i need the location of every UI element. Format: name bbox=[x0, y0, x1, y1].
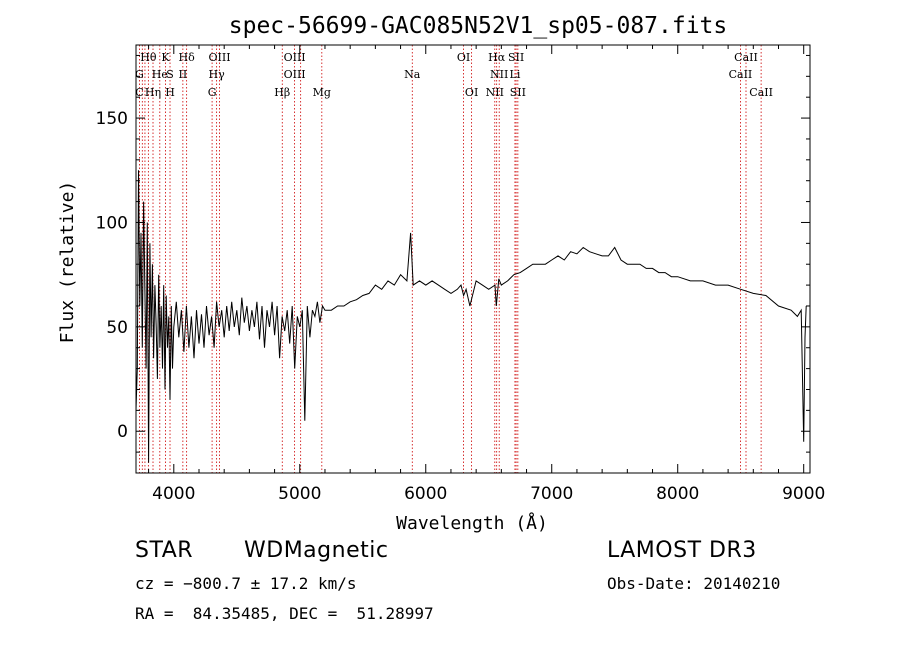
line-label: OI bbox=[457, 51, 470, 64]
object-class: STAR bbox=[135, 538, 194, 563]
line-label: Hα bbox=[488, 51, 506, 64]
line-label: S bbox=[166, 68, 174, 81]
line-label: OIII bbox=[208, 51, 230, 64]
line-label: Hθ bbox=[140, 51, 157, 64]
line-label: NII bbox=[490, 68, 508, 81]
y-tick-label: 150 bbox=[96, 109, 128, 129]
x-axis-ticks: 4000 5000 6000 7000 8000 9000 bbox=[148, 45, 825, 504]
y-axis-ticks: 0 50 100 150 bbox=[96, 54, 810, 453]
flux-line bbox=[135, 170, 807, 463]
line-label: OI bbox=[465, 86, 478, 99]
obs-date: Obs-Date: 20140210 bbox=[607, 574, 781, 593]
line-label: G bbox=[135, 68, 144, 81]
line-label: SII bbox=[508, 51, 524, 64]
line-label: NII bbox=[486, 86, 504, 99]
emission-line-markers bbox=[139, 45, 762, 473]
line-label: OIII bbox=[284, 68, 306, 81]
line-label: SII bbox=[510, 86, 526, 99]
x-tick-label: 6000 bbox=[404, 484, 447, 504]
line-label: He bbox=[152, 68, 168, 81]
line-label: Li bbox=[510, 68, 521, 81]
line-label: Mg bbox=[313, 86, 331, 99]
line-label: G bbox=[208, 86, 217, 99]
line-label: Na bbox=[404, 68, 421, 81]
line-label: Hβ bbox=[274, 86, 290, 99]
x-tick-label: 7000 bbox=[530, 484, 573, 504]
coordinates: RA = 84.35485, DEC = 51.28997 bbox=[135, 604, 434, 623]
x-tick-label: 8000 bbox=[656, 484, 699, 504]
flux-series bbox=[135, 170, 807, 463]
y-axis-label: Flux (relative) bbox=[57, 181, 78, 344]
x-tick-label: 9000 bbox=[782, 484, 825, 504]
line-label: C bbox=[135, 86, 143, 99]
chart-title: spec-56699-GAC085N52V1_sp05-087.fits bbox=[229, 13, 728, 39]
y-tick-label: 50 bbox=[106, 318, 128, 338]
line-label: Hγ bbox=[209, 68, 226, 81]
x-tick-label: 5000 bbox=[278, 484, 321, 504]
line-label: H bbox=[165, 86, 175, 99]
line-label: CaII bbox=[729, 68, 753, 81]
plot-frame bbox=[135, 44, 811, 474]
y-tick-label: 100 bbox=[96, 213, 128, 233]
object-subclass: WDMagnetic bbox=[244, 538, 389, 563]
line-label: CaII bbox=[734, 51, 758, 64]
redshift-readout: cz = −800.7 ± 17.2 km/s bbox=[135, 574, 357, 593]
line-label: Hδ bbox=[179, 51, 196, 64]
survey-name: LAMOST DR3 bbox=[607, 538, 757, 563]
line-label: II bbox=[179, 68, 188, 81]
line-label: Hη bbox=[145, 86, 161, 99]
y-tick-label: 0 bbox=[117, 422, 128, 442]
line-label: K bbox=[161, 51, 170, 64]
x-tick-label: 4000 bbox=[152, 484, 195, 504]
line-label: CaII bbox=[749, 86, 773, 99]
x-axis-label: Wavelength (Å) bbox=[396, 512, 548, 534]
line-label: OIII bbox=[284, 51, 306, 64]
